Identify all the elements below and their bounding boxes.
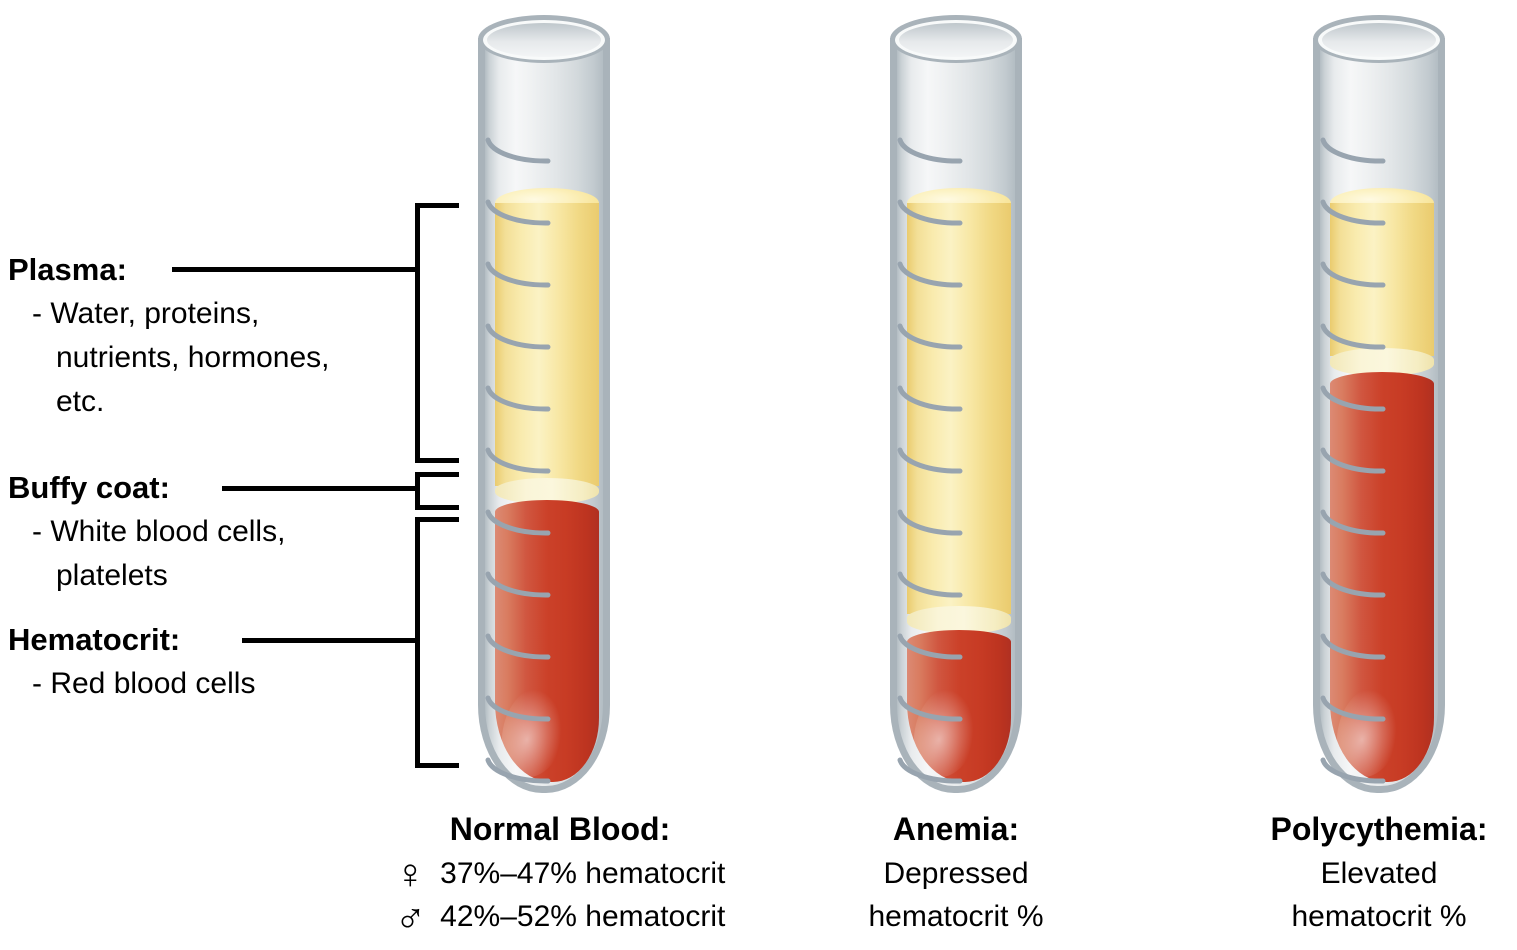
female-hematocrit-range: 37%–47% hematocrit [440, 857, 726, 890]
anemia-caption-title: Anemia: [892, 811, 1020, 847]
buffy-coat-layer [1330, 348, 1434, 376]
tube-rim-opening [487, 23, 601, 57]
normal-blood-caption: Normal Blood: ♀ 37%–47% hematocrit ♂ 42%… [300, 806, 820, 938]
male-hematocrit-row: ♂ 42%–52% hematocrit [300, 895, 820, 938]
hematocrit-bracket-arm-top [415, 517, 459, 522]
test-tube-anemia [890, 0, 1022, 950]
hematocrit-label-title: Hematocrit: [8, 622, 181, 657]
plasma-bracket-arm-top [415, 203, 459, 208]
hematocrit-label-line: - Red blood cells [32, 667, 256, 700]
buffy-coat-label-title: Buffy coat: [8, 470, 170, 505]
buffy-bracket-arm-top [415, 472, 459, 477]
plasma-label-line: - Water, proteins, [32, 297, 260, 330]
buffy-leader-line [222, 486, 418, 491]
buffy-coat-layer [495, 478, 599, 504]
polycythemia-caption-line: Elevated [1320, 857, 1438, 890]
plasma-label-line: nutrients, hormones, [56, 341, 330, 374]
polycythemia-caption-title: Polycythemia: [1270, 811, 1488, 847]
hematocrit-bracket [415, 517, 420, 768]
red-blood-cell-layer [495, 500, 599, 782]
graduation-ticks [485, 137, 551, 784]
plasma-leader-line [172, 267, 418, 272]
buffy-bracket-arm-bottom [415, 505, 459, 510]
tube-rim-opening [1322, 23, 1436, 57]
female-hematocrit-row: ♀ 37%–47% hematocrit [300, 852, 820, 895]
polycythemia-caption: Polycythemia: Elevated hematocrit % [1229, 806, 1517, 938]
graduation-ticks [897, 137, 963, 784]
buffy-coat-label-block: Buffy coat: - White blood cells, platele… [8, 466, 418, 598]
plasma-bracket-arm-bottom [415, 458, 459, 463]
test-tube-polycythemia [1313, 0, 1445, 950]
buffy-coat-layer [907, 606, 1011, 634]
plasma-label-title: Plasma: [8, 252, 127, 287]
plasma-label-line: etc. [56, 385, 105, 418]
male-symbol-icon: ♂ [394, 893, 427, 940]
test-tube-normal-blood [478, 0, 610, 950]
hematocrit-label-block: Hematocrit: - Red blood cells [8, 618, 418, 706]
female-symbol-icon: ♀ [394, 850, 427, 897]
anemia-caption-line: Depressed [883, 857, 1029, 890]
hematocrit-bracket-arm-bottom [415, 763, 459, 768]
anemia-caption-line: hematocrit % [868, 900, 1044, 933]
buffy-bracket [415, 472, 420, 510]
plasma-label-block: Plasma: - Water, proteins, nutrients, ho… [8, 248, 418, 424]
hematocrit-leader-line [242, 638, 418, 643]
graduation-ticks [1320, 137, 1386, 784]
male-hematocrit-range: 42%–52% hematocrit [440, 900, 726, 933]
polycythemia-caption-line: hematocrit % [1291, 900, 1467, 933]
tube-rim-opening [899, 23, 1013, 57]
buffy-coat-label-line: platelets [56, 559, 168, 592]
buffy-coat-label-line: - White blood cells, [32, 515, 286, 548]
plasma-bracket [415, 203, 420, 463]
anemia-caption: Anemia: Depressed hematocrit % [806, 806, 1106, 938]
normal-blood-caption-title: Normal Blood: [449, 811, 671, 847]
